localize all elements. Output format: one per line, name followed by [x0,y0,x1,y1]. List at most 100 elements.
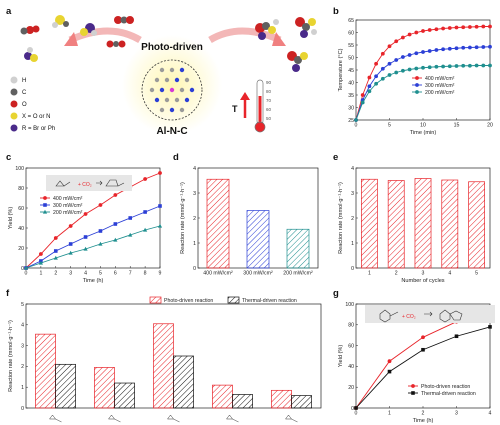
data-point [387,73,392,77]
y-tick-label: 50 [348,55,354,61]
legend-label-c: C [22,90,27,96]
y-tick-label: 4 [351,166,354,172]
bar [291,395,312,409]
lattice-atom [189,87,195,93]
lattice-atom [184,77,190,83]
series-line-1 [25,172,161,269]
chart-d-rate-light-intensity: 0 1 2 3 4 Reaction rate (mmol·g⁻¹·h⁻¹) 400 mW/… [180,166,319,277]
data-point [113,237,118,242]
lattice-atom [179,107,185,113]
data-point [360,100,365,105]
x-category-label: 2 [395,271,398,277]
data-point [427,28,432,32]
legend-label: Thermal-driven reaction [242,298,297,304]
thermo-tick-70: 70 [266,98,272,103]
y-axis-label: Reaction rate (mmol·g⁻¹·h⁻¹) [338,182,344,254]
data-point [83,235,88,239]
lattice-atom [169,87,175,93]
legend-label-r: R = Br or Ph [22,126,55,132]
thermometer-icon [254,79,266,133]
plot-frame [25,167,161,269]
data-point [421,65,425,70]
x-tick-label: 6 [114,271,117,277]
y-axis-label: Reaction rate (mmol·g⁻¹·h⁻¹) [180,182,186,254]
y-tick-label: 1 [21,385,24,391]
y-tick-label: 65 [348,18,354,24]
panel-label-a: a [6,6,12,17]
x-axis-label: Time (h) [83,278,104,284]
light-glow [122,35,222,135]
data-point [68,224,73,228]
x-axis-label: Time (h) [413,418,434,424]
y-tick-label: 60 [18,206,24,212]
y-axis-label: Yield (%) [8,207,14,230]
y-tick-label: 1 [351,241,354,247]
x-category-label: 400 mW/cm² [203,271,233,277]
thermo-tick-90: 90 [266,80,272,85]
data-point [488,325,492,329]
lattice-atom [179,87,185,93]
data-point [387,44,392,49]
data-point [481,24,486,29]
data-point [367,84,372,89]
data-point [143,177,148,181]
legend-label: 400 mW/cm² [425,76,455,82]
data-point [98,203,103,207]
bar [441,179,459,269]
data-point [461,45,466,50]
x-tick-label: 9 [159,271,162,277]
legend-dot-h [10,76,18,84]
lattice-atom [174,77,180,83]
data-point [461,63,466,68]
y-tick-label: 35 [348,93,354,99]
panel-label-g: g [333,288,339,299]
x-tick-label: 10 [420,123,426,129]
y-tick-label: 0 [351,406,354,412]
panel-label-c: c [6,152,11,163]
x-tick-label: 3 [69,271,72,277]
data-point [53,255,58,260]
data-point [354,406,358,410]
y-tick-label: 2 [351,216,354,222]
data-point [53,249,58,253]
bar [94,367,115,409]
legend-swatch-marker [415,90,419,94]
bar [206,178,230,269]
series-line-3 [355,65,490,121]
panel-label-f: f [6,288,10,299]
data-point [68,250,73,255]
data-point [407,53,412,57]
left-arrow-band [68,27,142,44]
thermo-tick-80: 80 [266,89,272,94]
y-tick-label: 5 [21,302,24,308]
data-point [454,25,459,30]
data-point [414,30,419,35]
data-point [488,63,492,68]
data-point [157,223,163,228]
series-line-3 [25,225,161,269]
legend-swatch-marker [411,384,415,388]
y-tick-label: 4 [21,323,24,329]
data-point [407,67,412,72]
data-point [38,260,43,265]
data-point [447,64,452,69]
substrate-icon-tail [291,418,298,423]
data-point [407,32,412,37]
substrate-icon [226,414,233,420]
chart-f-rate-substrates: 0 1 2 3 4 5 Reaction rate (mmol·g⁻¹·h⁻¹) Photo-… [8,296,322,423]
reaction-scheme-c-icon: + CO₂ [55,179,125,188]
data-point [481,63,486,68]
data-point [441,26,445,31]
x-axis-label: Time (min) [410,130,437,136]
data-point [83,246,88,251]
x-axis-label: Number of cycles [401,278,444,284]
data-point [374,74,378,79]
data-point [23,265,29,270]
data-point [158,204,162,208]
lattice-atom [184,97,190,103]
legend-swatch-marker [43,203,47,207]
lattice-atom [159,87,165,93]
y-tick-label: 80 [18,186,24,192]
data-point [401,68,405,73]
legend-label: 300 mW/cm² [53,203,83,209]
